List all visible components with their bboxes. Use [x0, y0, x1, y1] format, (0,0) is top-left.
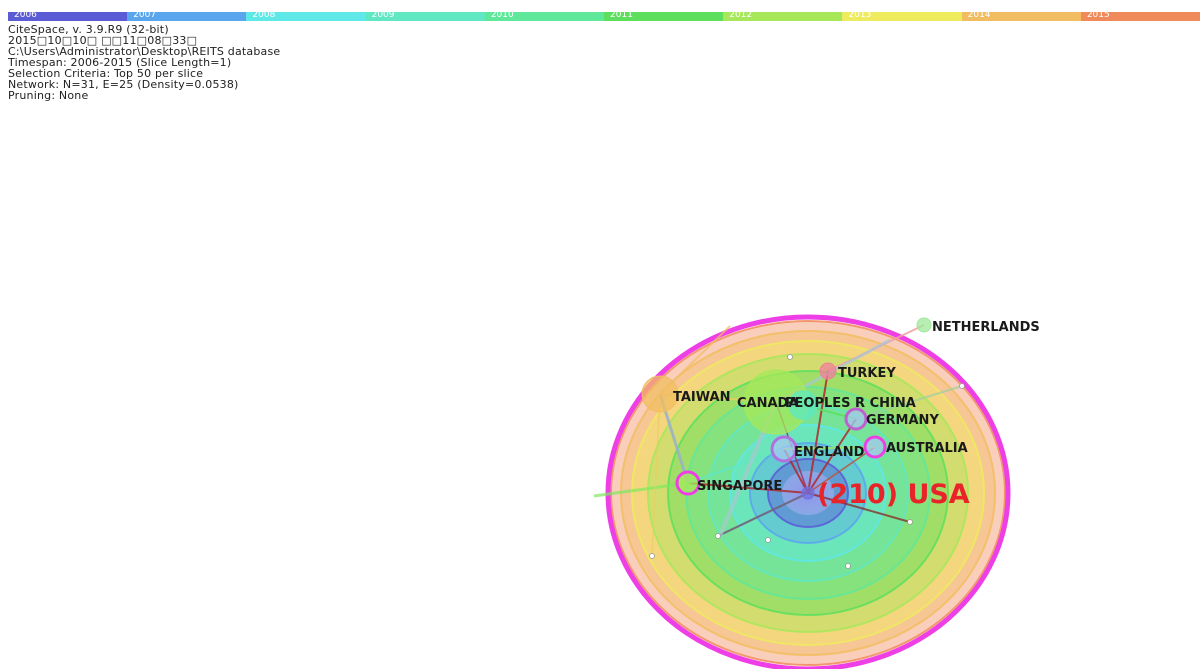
node-taiwan[interactable]: [641, 375, 679, 413]
timeline-segment-2009: 2009: [365, 12, 485, 21]
timeline-year-label: 2014: [967, 12, 991, 20]
label-canada: CANADA: [737, 396, 798, 411]
timeline-segment-2010: 2010: [484, 12, 605, 21]
edge-singapore-england: [687, 448, 785, 484]
timeline-year-label: 2008: [252, 12, 276, 20]
edge-minor-7: [855, 385, 963, 420]
edge-england-australia: [783, 446, 876, 450]
info-date: 2015□10□10□ □□11□08□33□: [8, 34, 198, 47]
timeline-year-label: 2015: [1086, 12, 1110, 20]
edge-usa-turkey: [807, 370, 829, 494]
edge-usa-germany: [807, 418, 857, 494]
info-version: CiteSpace, v. 3.9.R9 (32-bit): [8, 23, 169, 36]
timeline-segment-2007: 2007: [127, 12, 247, 21]
network-labels: (210) USA NETHERLANDS TURKEY TAIWAN CANADAPE…: [673, 320, 1040, 510]
node-minor-0[interactable]: [715, 533, 721, 539]
timeline-year-label: 2007: [133, 12, 157, 20]
label-peoples-r-china: PEOPLES R CHINA: [785, 396, 916, 411]
edge-usa-singapore: [687, 482, 809, 494]
label-australia: AUSTRALIA: [886, 441, 968, 456]
timeline-year-label: 2012: [729, 12, 753, 20]
run-info-panel: CiteSpace, v. 3.9.R9 (32-bit) 2015□10□10…: [8, 24, 280, 101]
label-usa: (210) USA: [817, 479, 970, 510]
edge-minor-4: [651, 393, 661, 557]
timeline-segment-2008: 2008: [246, 12, 366, 21]
node-australia[interactable]: [863, 435, 887, 459]
timeline-year-label: 2010: [490, 12, 514, 20]
info-path: C:\Users\Administrator\Desktop\REITS dat…: [8, 45, 281, 58]
timeline-segment-2015: 2015: [1080, 12, 1200, 21]
label-turkey: TURKEY: [838, 366, 896, 381]
timeline-year-label: 2011: [610, 12, 633, 20]
node-turkey[interactable]: [819, 362, 837, 380]
info-network: Network: N=31, E=25 (Density=0.0538): [8, 78, 239, 91]
edge-minor-1: [807, 492, 911, 523]
edge-minor-3: [717, 492, 809, 537]
timeline-segment-2013: 2013: [842, 12, 962, 21]
node-germany[interactable]: [844, 407, 868, 431]
info-timespan: Timespan: 2006-2015 (Slice Length=1): [8, 56, 232, 69]
label-netherlands: NETHERLANDS: [932, 320, 1040, 335]
node-england[interactable]: [770, 435, 798, 463]
network-nodes: [641, 317, 965, 569]
node-minor-6[interactable]: [787, 354, 793, 360]
timeline-segment-2011: 2011: [604, 12, 724, 21]
label-singapore: SINGAPORE: [697, 479, 782, 494]
node-minor-4[interactable]: [765, 537, 771, 543]
timeline-year-label: 2013: [848, 12, 872, 20]
timeline-segment-2006: 2006: [8, 12, 128, 21]
node-peoples-r-china[interactable]: [788, 390, 818, 420]
info-selection: Selection Criteria: Top 50 per slice: [8, 67, 204, 80]
edge-usa-australia: [807, 446, 876, 494]
node-minor-1[interactable]: [907, 519, 913, 525]
label-germany: GERMANY: [866, 413, 939, 428]
node-netherlands[interactable]: [916, 317, 932, 333]
timeline-segment-2014: 2014: [961, 12, 1081, 21]
node-minor-3[interactable]: [959, 383, 965, 389]
timeline-segment-2012: 2012: [723, 12, 843, 21]
timeline-year-label: 2009: [371, 12, 395, 20]
node-minor-5[interactable]: [845, 563, 851, 569]
year-color-timeline: 2006 2007 2008 2009 2010 2011 2012 2013 2014 2015: [8, 12, 1200, 21]
node-minor-2[interactable]: [649, 553, 655, 559]
info-pruning: Pruning: None: [8, 89, 89, 102]
node-singapore[interactable]: [675, 470, 701, 496]
label-england: ENGLAND: [794, 445, 865, 460]
label-taiwan: TAIWAN: [673, 390, 730, 405]
node-usa[interactable]: [801, 486, 815, 500]
edge-minor-2: [593, 481, 689, 498]
timeline-year-label: 2006: [14, 12, 37, 20]
